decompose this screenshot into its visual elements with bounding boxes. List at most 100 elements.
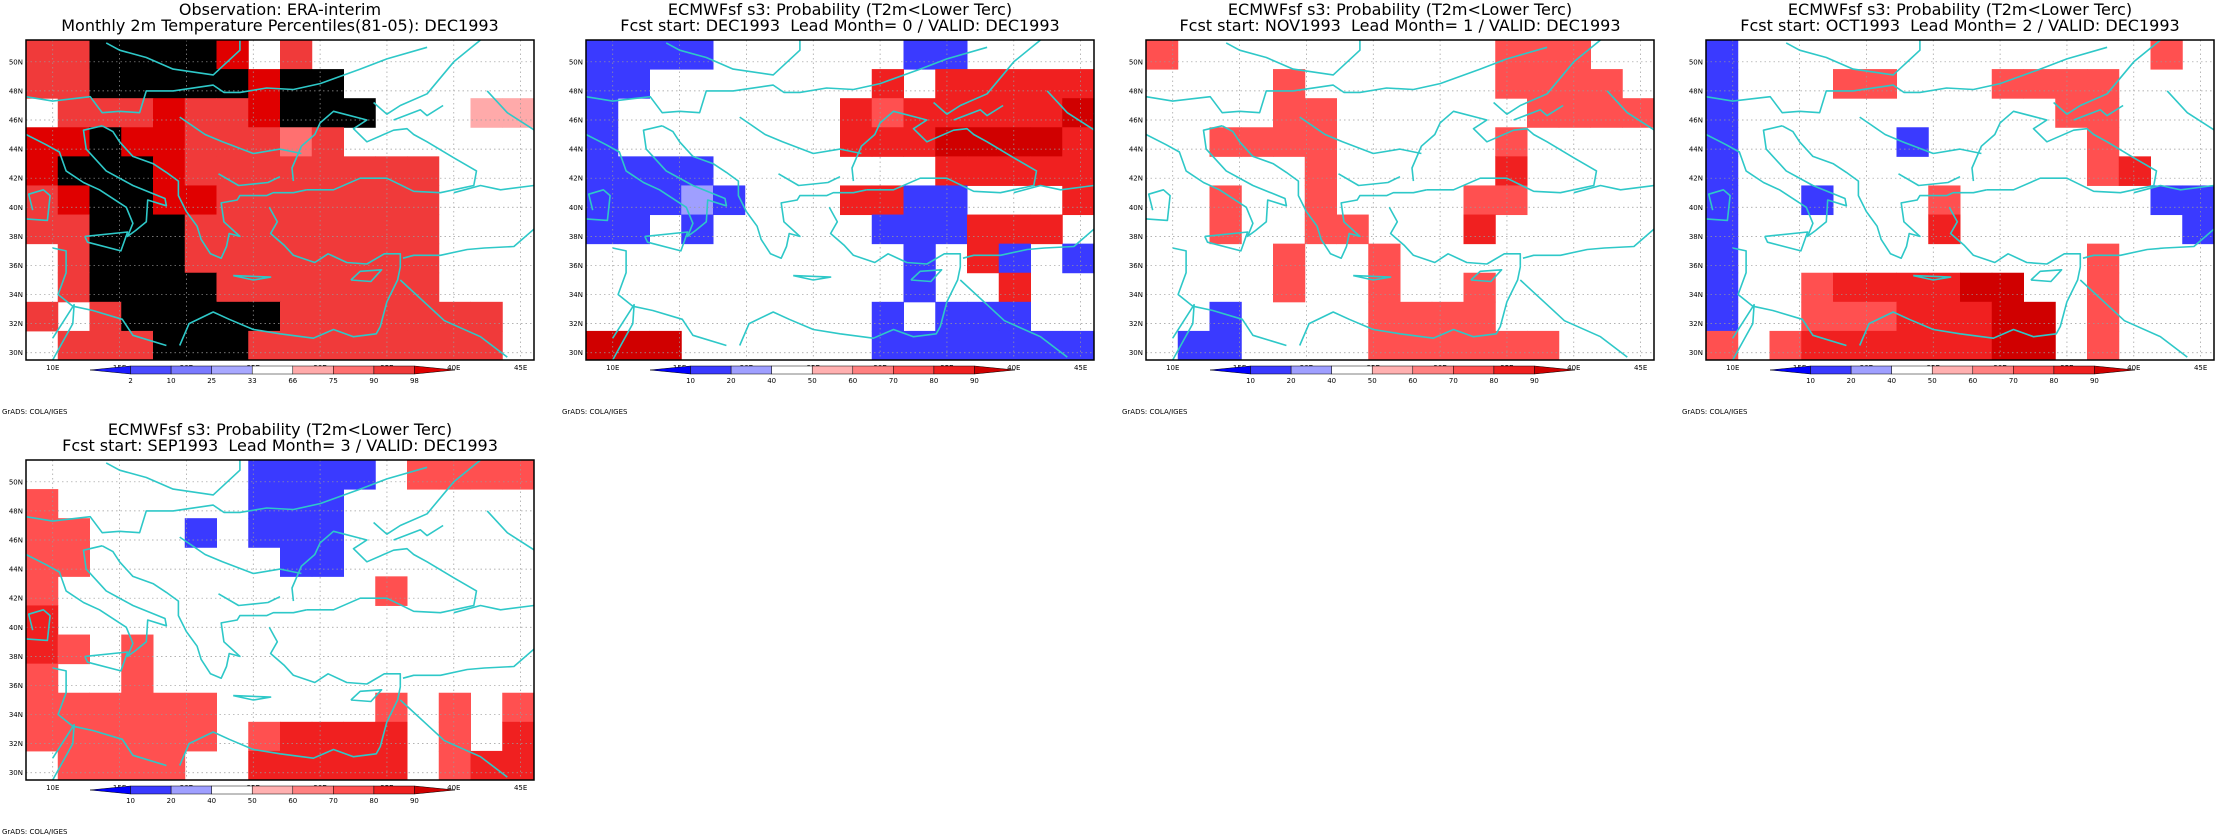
data-cell (1368, 243, 1401, 274)
data-cell (586, 98, 619, 128)
map-canvas: 10E15E20E25E30E35E40E45E50N48N46N44N42N4… (9, 39, 535, 385)
data-cell (2182, 214, 2215, 245)
data-cell (89, 750, 122, 781)
coastline (2082, 228, 2214, 259)
lat-tick-label: 38N (9, 233, 23, 241)
lat-tick-label: 42N (569, 175, 583, 183)
data-cell (1062, 330, 1095, 361)
data-cell (248, 243, 281, 274)
coastline (1706, 189, 1731, 222)
coastline (1411, 110, 1598, 194)
data-cell (1273, 243, 1306, 274)
data-cell (153, 98, 186, 128)
data-cell (1146, 40, 1179, 70)
data-cell (57, 98, 90, 128)
data-cell (1030, 69, 1063, 99)
lat-tick-label: 50N (569, 58, 583, 66)
data-cell (1896, 301, 1929, 332)
coastline (402, 648, 534, 679)
colorbar-swatch (1209, 365, 1251, 375)
coastline (233, 274, 272, 281)
lon-tick-label: 10E (1726, 364, 1739, 372)
data-cell (375, 330, 408, 361)
data-cell (935, 330, 968, 361)
colorbar-swatch (649, 365, 691, 375)
coastline (1225, 40, 1361, 76)
colorbar-label: 80 (369, 797, 378, 805)
map-panel-lead0: 10E15E20E25E30E35E40E45E50N48N46N44N42N4… (560, 0, 1120, 420)
data-cell (121, 750, 154, 781)
data-cell (502, 750, 535, 781)
coastline (1573, 184, 1654, 194)
colorbar-label: 10 (126, 797, 135, 805)
data-cell (1177, 330, 1210, 361)
panel-title-line1: ECMWFsf s3: Probability (T2m<Lower Terc) (1227, 0, 1573, 19)
colorbar-swatch (1250, 365, 1292, 375)
colorbar-swatch (1891, 365, 1933, 375)
colorbar-swatch (251, 365, 294, 375)
data-cell (1062, 127, 1095, 157)
data-cell (407, 330, 440, 361)
coastline (399, 699, 508, 778)
lat-tick-label: 50N (1129, 58, 1143, 66)
data-cell (649, 40, 682, 70)
coastline (350, 688, 383, 703)
data-cell (184, 156, 217, 186)
data-cell (2118, 156, 2151, 186)
data-cell (121, 330, 154, 361)
lon-tick-label: 40E (1007, 364, 1020, 372)
data-cell (407, 243, 440, 274)
data-cell (121, 301, 154, 332)
data-cell (1801, 330, 1834, 361)
data-cell (311, 330, 344, 361)
colorbar-swatch (893, 365, 935, 375)
map-canvas: 10E15E20E25E30E35E40E45E50N48N46N44N42N4… (9, 459, 535, 805)
lat-tick-label: 50N (1689, 58, 1703, 66)
coastline (84, 231, 129, 252)
coastline (393, 104, 444, 121)
data-cell (903, 243, 936, 274)
lat-tick-label: 42N (9, 175, 23, 183)
coastline (1146, 125, 1288, 238)
panel-title-line2: Fcst start: SEP1993 Lead Month= 3 / VALI… (62, 436, 498, 455)
lat-tick-label: 36N (1689, 262, 1703, 270)
lat-tick-label: 36N (9, 682, 23, 690)
map-panel-lead1: 10E15E20E25E30E35E40E45E50N48N46N44N42N4… (1120, 0, 1680, 420)
data-cell (343, 272, 376, 303)
data-cell (1400, 301, 1433, 332)
data-cell (1273, 127, 1306, 157)
coastline (738, 206, 962, 346)
data-cell (967, 156, 1000, 186)
data-cell (407, 156, 440, 186)
colorbar-swatch (1331, 365, 1373, 375)
data-cell (280, 460, 313, 490)
map-panel-observation: 10E15E20E25E30E35E40E45E50N48N46N44N42N4… (0, 0, 560, 420)
colorbar-swatch (811, 365, 854, 375)
data-cell (1209, 214, 1242, 245)
coastline (611, 303, 635, 360)
coastline (291, 530, 478, 614)
data-cell (470, 750, 503, 781)
data-cell (311, 301, 344, 332)
lat-tick-label: 44N (9, 146, 23, 154)
data-cell (1463, 301, 1496, 332)
lat-tick-label: 38N (1129, 233, 1143, 241)
data-cell (184, 692, 217, 723)
data-cell (375, 243, 408, 274)
lat-tick-label: 46N (9, 537, 23, 545)
colorbar-swatch (414, 365, 456, 375)
coastline (453, 184, 534, 194)
data-cell (2087, 301, 2120, 332)
data-cell (871, 301, 904, 332)
colorbar-label: 20 (167, 797, 176, 805)
lat-tick-label: 44N (569, 146, 583, 154)
coastline (1046, 90, 1094, 131)
lat-tick-label: 32N (9, 320, 23, 328)
coastline (373, 40, 482, 115)
data-cell (1273, 272, 1306, 303)
coastline (233, 694, 272, 701)
data-cell (1368, 330, 1401, 361)
colorbar-label: 50 (808, 377, 817, 385)
lon-tick-label: 45E (514, 784, 527, 792)
colorbar-swatch (251, 785, 294, 795)
